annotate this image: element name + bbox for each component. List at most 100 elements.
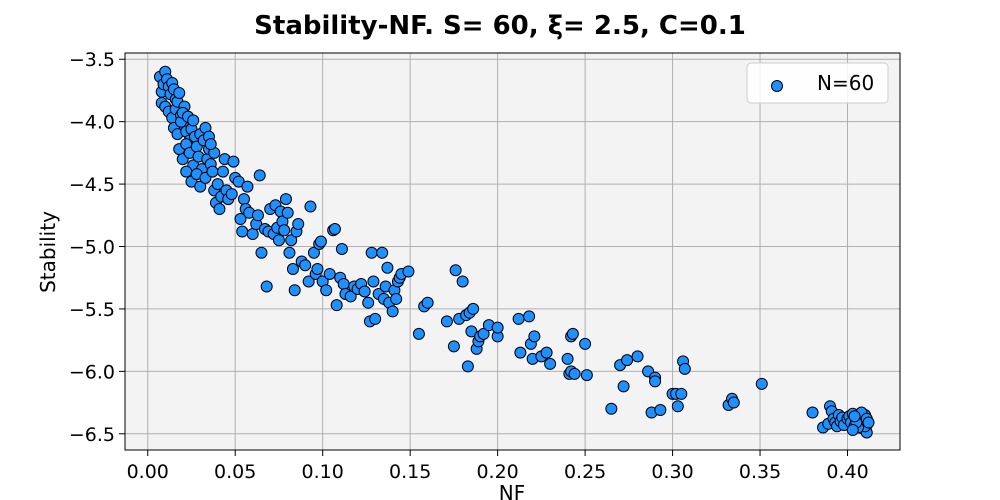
data-point — [540, 346, 553, 359]
data-point — [755, 377, 768, 390]
data-point — [412, 327, 425, 340]
data-point — [302, 275, 315, 288]
data-point — [491, 321, 504, 334]
data-point — [561, 352, 574, 365]
data-point — [461, 360, 474, 373]
data-point — [544, 357, 557, 370]
data-point — [320, 284, 333, 297]
data-point — [631, 350, 644, 363]
data-point — [337, 277, 350, 290]
y-tick-label: −3.5 — [69, 49, 115, 71]
data-point — [528, 330, 541, 343]
data-point — [260, 280, 273, 293]
data-point — [194, 180, 207, 193]
data-point — [330, 299, 343, 312]
data-point — [846, 424, 859, 437]
data-point — [278, 224, 291, 237]
x-tick-label: 0.10 — [302, 461, 344, 483]
data-point — [304, 200, 317, 213]
plot-area — [125, 53, 900, 450]
x-tick-label: 0.30 — [651, 461, 693, 483]
data-point — [367, 275, 380, 288]
y-tick-label: −5.0 — [69, 237, 115, 259]
data-point — [187, 114, 200, 127]
data-point — [449, 264, 462, 277]
y-tick-label: −5.5 — [69, 299, 115, 321]
data-point — [283, 246, 296, 259]
data-point — [456, 275, 469, 288]
chart-title: Stability-NF. S= 60, ξ= 2.5, C=0.1 — [254, 11, 746, 41]
y-tick-label: −6.0 — [69, 361, 115, 383]
data-point — [605, 402, 618, 415]
data-point — [234, 213, 247, 226]
x-tick-label: 0.15 — [389, 461, 431, 483]
data-point — [512, 312, 525, 325]
legend-box — [746, 62, 889, 104]
data-point — [514, 346, 527, 359]
data-point — [566, 327, 579, 340]
data-point — [365, 246, 378, 259]
data-point — [286, 262, 299, 275]
data-point — [314, 235, 327, 248]
x-tick-label: 0.05 — [214, 461, 256, 483]
data-point — [675, 387, 688, 400]
data-point — [255, 246, 268, 259]
data-point — [237, 193, 250, 206]
x-tick-label: 0.25 — [564, 461, 606, 483]
data-point — [279, 193, 292, 206]
data-point — [236, 225, 249, 238]
data-point — [227, 155, 240, 168]
legend-marker — [771, 80, 783, 92]
data-point — [386, 305, 399, 318]
data-point — [246, 228, 259, 241]
data-point — [362, 296, 375, 309]
legend: N=60 — [746, 62, 889, 104]
data-point — [402, 265, 415, 278]
data-point — [523, 310, 536, 323]
data-point — [376, 246, 389, 259]
data-point — [272, 234, 285, 247]
x-axis-label: NF — [499, 481, 525, 500]
legend-label: N=60 — [817, 71, 874, 95]
data-point — [206, 165, 219, 178]
y-tick-label: −4.5 — [69, 174, 115, 196]
data-point — [281, 206, 294, 219]
data-point — [440, 315, 453, 328]
data-point — [253, 169, 266, 182]
data-point — [288, 284, 301, 297]
data-point — [251, 209, 264, 222]
y-tick-label: −4.0 — [69, 112, 115, 134]
x-tick-label: 0.35 — [739, 461, 781, 483]
data-point — [580, 369, 593, 382]
data-point — [323, 267, 336, 280]
data-point — [369, 312, 382, 325]
data-point — [307, 246, 320, 259]
data-point — [328, 223, 341, 236]
grid-lines — [125, 53, 900, 450]
data-point — [211, 178, 224, 191]
data-point — [848, 410, 861, 423]
y-tick-label: −6.5 — [69, 424, 115, 446]
x-axis: 0.00 0.05 0.10 0.15 0.20 0.25 0.30 0.35 0.40 — [127, 450, 869, 483]
y-axis-label: Stability — [36, 211, 60, 293]
data-point — [727, 396, 740, 409]
data-point — [225, 188, 238, 201]
data-point — [173, 86, 186, 99]
x-tick-label: 0.40 — [826, 461, 868, 483]
data-point — [477, 327, 490, 340]
data-point — [216, 165, 229, 178]
data-point — [421, 296, 434, 309]
data-point — [180, 165, 193, 178]
data-point — [335, 243, 348, 255]
data-point — [467, 302, 480, 315]
y-axis: −3.5 −4.0 −4.5 −5.0 −5.5 −6.0 −6.5 — [69, 49, 125, 446]
data-point — [649, 375, 662, 388]
data-point — [579, 337, 592, 350]
x-tick-label: 0.00 — [127, 461, 169, 483]
data-point — [299, 259, 312, 272]
data-point — [621, 354, 634, 367]
data-point — [358, 285, 371, 298]
data-point — [285, 234, 298, 247]
data-point — [390, 292, 403, 305]
